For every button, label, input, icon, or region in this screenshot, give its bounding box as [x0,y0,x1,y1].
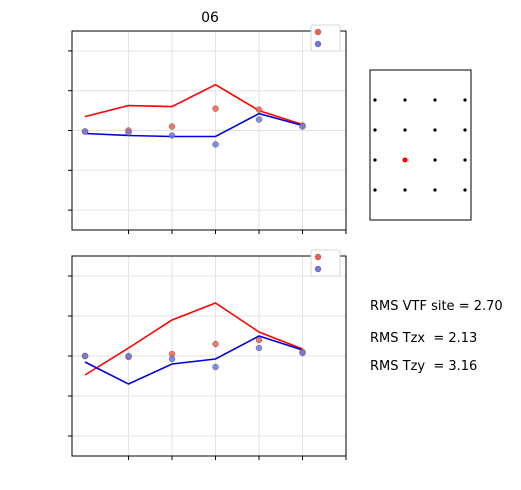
tzx-panel [68,24,347,234]
legend-box [310,249,341,277]
site-dot [463,128,467,132]
legend-marker-re [314,28,322,36]
site-dot [463,158,467,162]
point-im [255,116,263,123]
tzy-panel [68,249,347,460]
site-dot [403,128,407,132]
point-im [299,123,306,130]
series-line-0 [84,302,303,376]
site-dot [403,98,407,102]
site-dot [373,158,377,162]
point-im [255,344,263,352]
point-im [125,352,132,360]
legend-box [310,24,341,52]
point-im [81,128,89,135]
site-dot [433,158,437,162]
site-dot [373,128,377,132]
site-dot [463,188,467,192]
point-im [81,352,89,360]
rms-tzy-label: RMS Tzy = 3.16 [370,359,477,374]
site-map [369,69,472,221]
legend-marker-im [314,265,322,273]
point-im [212,363,219,371]
figure-title: 06 [201,10,219,26]
point-re [168,123,176,130]
point-im [125,129,132,136]
rms-tzx-label: RMS Tzx = 2.13 [370,331,477,346]
legend-marker-re [314,253,322,261]
series-line-1 [84,112,303,138]
site-dot [433,188,437,192]
site-dot [433,98,437,102]
series-line-1 [84,335,303,385]
point-re [255,336,263,344]
site-dot [403,188,407,192]
current-site-dot [402,157,408,163]
series-line-0 [84,83,303,126]
site-dot [463,98,467,102]
legend [310,249,341,277]
legend [310,24,341,52]
point-im [168,132,176,139]
rms-vtf-label: RMS VTF site = 2.70 [370,299,503,314]
site-dot [373,98,377,102]
point-im [168,355,176,363]
point-im [299,349,306,357]
site-dot [433,128,437,132]
site-dot [373,188,377,192]
point-re [212,340,219,348]
point-im [212,141,219,148]
point-re [212,105,219,112]
point-re [255,106,263,113]
legend-marker-im [314,40,322,48]
